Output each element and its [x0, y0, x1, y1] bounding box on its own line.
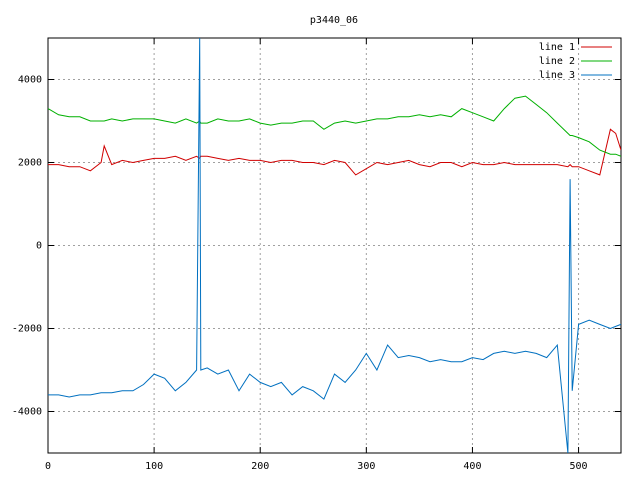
y-tick-label: 0 [36, 241, 42, 252]
y-tick-label: -2000 [12, 324, 42, 335]
x-tick-label: 0 [45, 461, 51, 472]
y-tick-label: 4000 [18, 75, 42, 86]
legend-label: line 2 [539, 56, 575, 67]
x-tick-label: 200 [251, 461, 269, 472]
series-line [48, 95, 621, 157]
x-tick-label: 300 [357, 461, 375, 472]
chart-title: p3440_06 [310, 15, 358, 26]
x-tick-label: 500 [570, 461, 588, 472]
legend-label: line 3 [539, 70, 575, 81]
x-tick-label: 400 [463, 461, 481, 472]
series-line [48, 128, 621, 176]
series-line [48, 38, 621, 453]
y-tick-label: -4000 [12, 407, 42, 418]
legend-label: line 1 [539, 42, 575, 53]
plot-frame [47, 37, 622, 454]
y-tick-label: 2000 [18, 158, 42, 169]
x-tick-label: 100 [145, 461, 163, 472]
plot-area [48, 38, 621, 453]
